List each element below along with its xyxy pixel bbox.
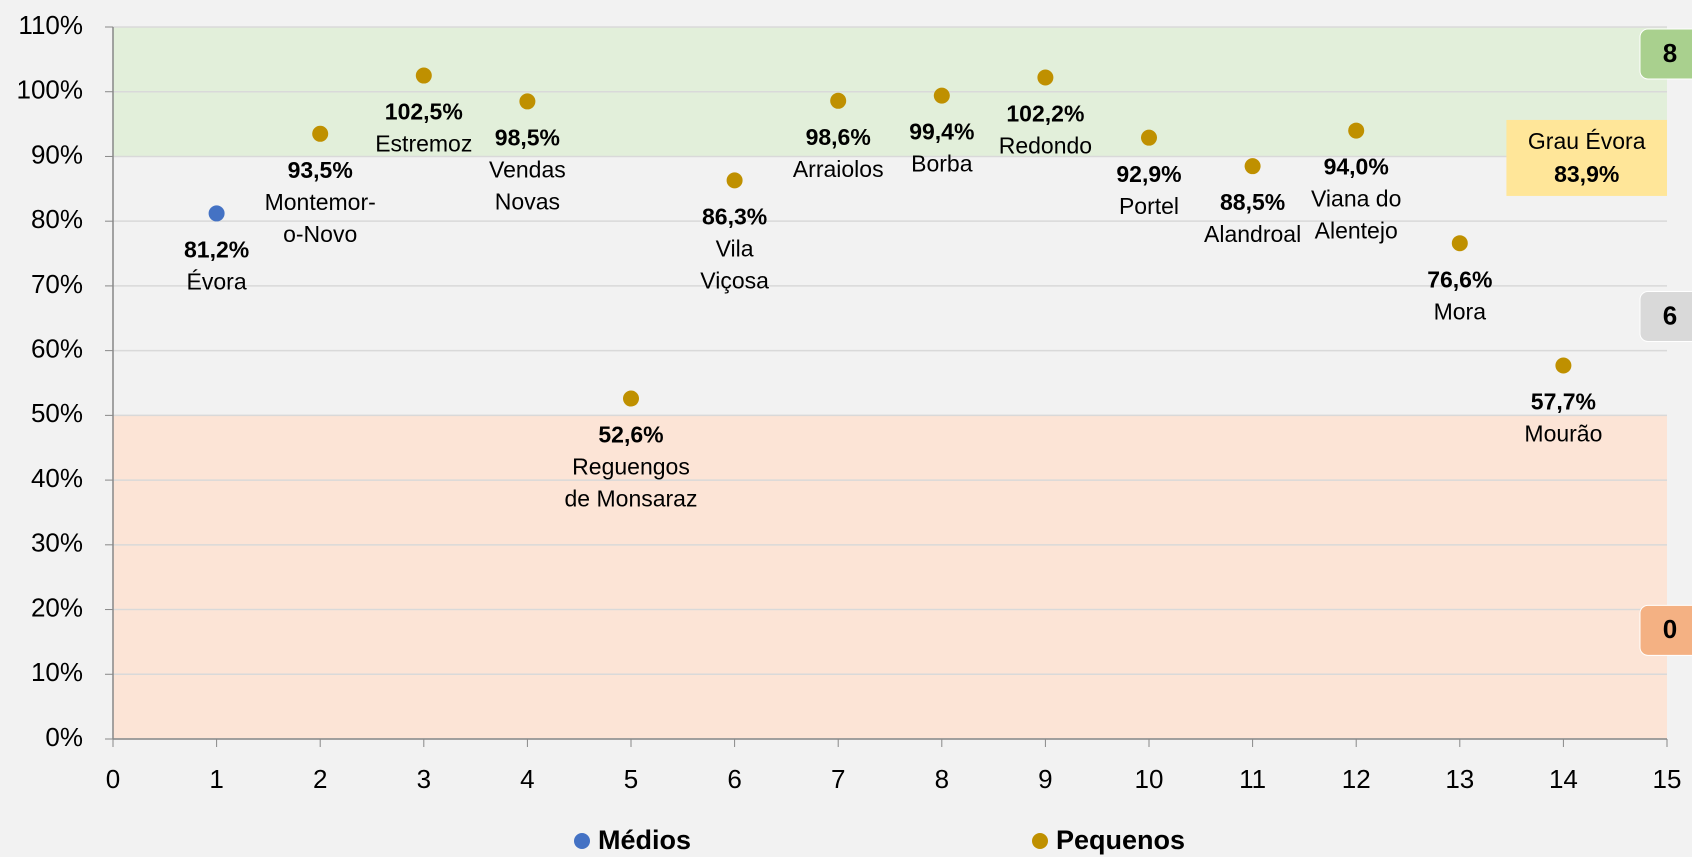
band-count: 0 <box>1663 614 1677 644</box>
band-count: 6 <box>1663 300 1677 330</box>
value-label: 98,6% <box>806 124 871 150</box>
y-tick-label: 0% <box>45 722 83 752</box>
point-label: Viçosa <box>700 267 769 293</box>
y-tick-label: 110% <box>18 10 83 40</box>
point-label: de Monsaraz <box>565 486 698 512</box>
point-label: Alentejo <box>1315 218 1398 244</box>
point-label: o-Novo <box>283 221 357 247</box>
x-tick-label: 4 <box>520 764 534 794</box>
value-label: 86,3% <box>702 203 767 229</box>
x-tick-label: 2 <box>313 764 327 794</box>
point-label: Mourão <box>1524 421 1602 447</box>
x-tick-label: 9 <box>1038 764 1052 794</box>
point <box>623 390 639 407</box>
band-badge <box>1639 28 1692 80</box>
point <box>519 93 536 110</box>
point-label: Alandroal <box>1204 221 1301 247</box>
value-label: 102,5% <box>385 99 463 125</box>
x-tick-label: 11 <box>1239 764 1266 794</box>
point <box>830 92 847 109</box>
band-badge <box>1639 290 1692 342</box>
y-tick-label: 10% <box>31 657 83 687</box>
x-tick-label: 8 <box>935 764 949 794</box>
value-label: 88,5% <box>1220 189 1285 215</box>
band-badge <box>1639 604 1692 656</box>
y-tick-label: 80% <box>31 204 83 234</box>
point-label: Montemor- <box>265 189 376 215</box>
point <box>1451 235 1468 252</box>
y-tick-label: 20% <box>31 592 83 622</box>
point-label: Arraiolos <box>793 156 884 182</box>
value-label: 92,9% <box>1116 161 1181 187</box>
band-count: 8 <box>1663 38 1677 68</box>
value-label: 94,0% <box>1324 154 1389 180</box>
point <box>1037 69 1054 86</box>
annotation-box <box>1506 119 1667 196</box>
x-tick-label: 15 <box>1653 764 1682 794</box>
point <box>312 125 329 142</box>
annotation-text: Grau Évora <box>1528 128 1646 154</box>
point <box>1348 122 1365 139</box>
y-tick-label: 60% <box>31 334 83 364</box>
value-label: 81,2% <box>184 236 249 262</box>
annotation-value: 83,9% <box>1554 161 1619 187</box>
point-label: Évora <box>187 268 247 294</box>
value-label: 76,6% <box>1427 266 1492 292</box>
y-tick-label: 90% <box>31 139 83 169</box>
x-tick-label: 12 <box>1342 764 1371 794</box>
y-tick-label: 70% <box>31 269 83 299</box>
x-tick-label: 10 <box>1135 764 1164 794</box>
point <box>1141 129 1157 146</box>
point-label: Vila <box>716 235 754 261</box>
point-label: Estremoz <box>375 131 472 157</box>
value-label: 52,6% <box>598 422 663 448</box>
x-tick-label: 5 <box>624 764 638 794</box>
x-tick-label: 7 <box>831 764 845 794</box>
point-label: Mora <box>1434 298 1487 324</box>
point-label: Reguengos <box>572 454 690 480</box>
legend-label: Médios <box>598 825 691 855</box>
value-label: 93,5% <box>288 157 353 183</box>
y-tick-label: 30% <box>31 528 83 558</box>
x-tick-label: 1 <box>209 764 223 794</box>
point-label: Portel <box>1119 193 1179 219</box>
point-label: Viana do <box>1311 186 1401 212</box>
x-tick-label: 3 <box>417 764 431 794</box>
point <box>726 172 743 189</box>
value-label: 98,5% <box>495 125 560 151</box>
x-tick-label: 0 <box>106 764 120 794</box>
point-label: Novas <box>495 189 560 215</box>
point-label: Vendas <box>489 157 566 183</box>
point <box>415 67 432 84</box>
legend-marker <box>574 833 590 849</box>
y-tick-label: 100% <box>17 75 84 105</box>
value-label: 99,4% <box>909 119 974 145</box>
value-label: 57,7% <box>1531 389 1596 415</box>
legend-marker <box>1032 833 1048 849</box>
x-tick-label: 6 <box>727 764 741 794</box>
value-label: 102,2% <box>1006 101 1084 127</box>
x-tick-label: 13 <box>1445 764 1474 794</box>
point <box>933 87 950 104</box>
legend-label: Pequenos <box>1056 825 1185 855</box>
band <box>113 415 1667 739</box>
point-label: Borba <box>911 151 973 177</box>
point-label: Redondo <box>999 133 1092 159</box>
x-tick-label: 14 <box>1549 764 1578 794</box>
y-tick-label: 40% <box>31 463 83 493</box>
point <box>1244 158 1261 175</box>
point <box>1555 357 1572 374</box>
y-tick-label: 50% <box>31 398 83 428</box>
point <box>208 205 225 222</box>
